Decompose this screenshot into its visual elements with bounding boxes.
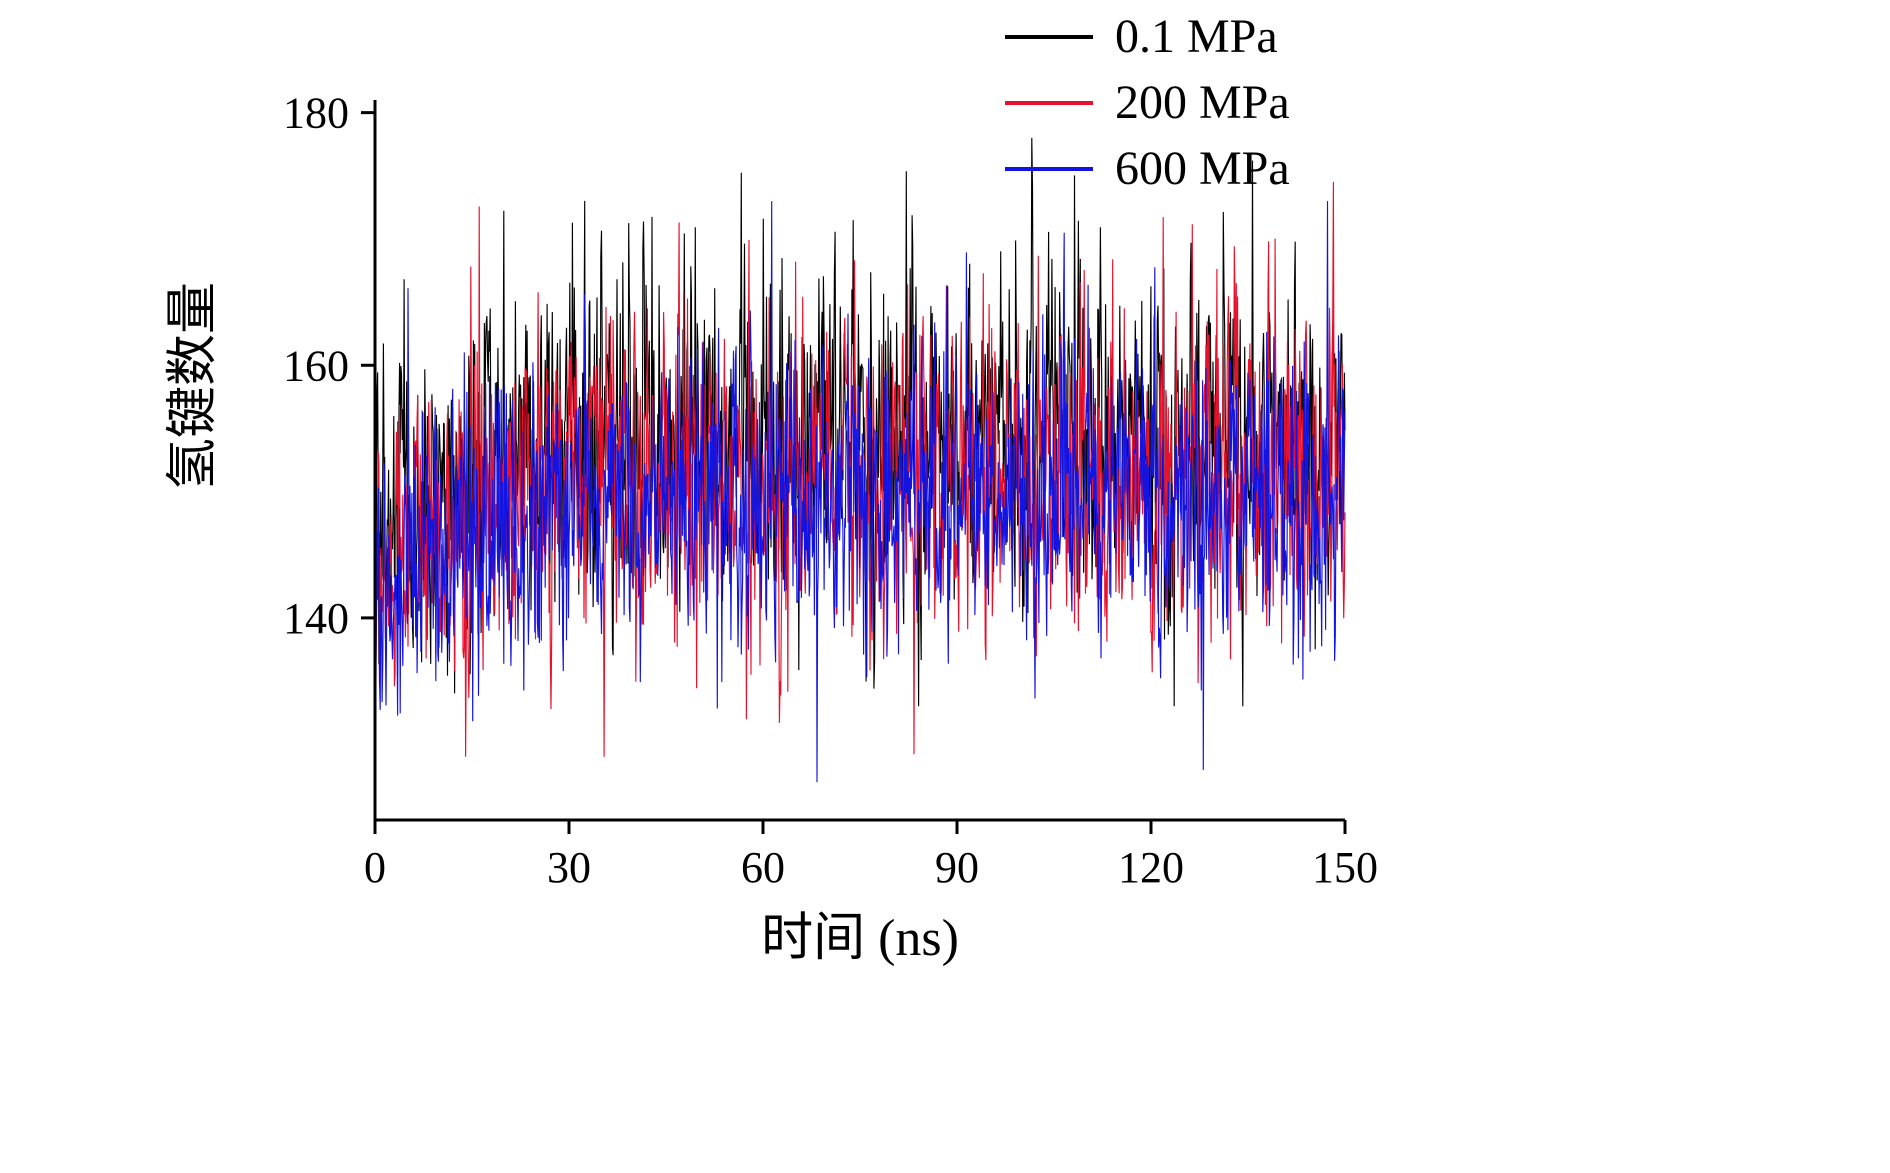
legend-line-swatch-black: [1005, 35, 1093, 39]
y-tick-label: 160: [283, 341, 349, 390]
y-tick-label: 140: [283, 594, 349, 643]
x-tick-label: 60: [741, 843, 785, 892]
x-tick-label: 150: [1312, 843, 1378, 892]
legend: 0.1 MPa 200 MPa 600 MPa: [1005, 6, 1290, 200]
legend-item-600mpa: 600 MPa: [1005, 138, 1290, 200]
series-line-600-mpa: [375, 201, 1346, 783]
legend-line-swatch-blue: [1005, 167, 1093, 171]
legend-label: 600 MPa: [1115, 142, 1290, 195]
x-tick-label: 90: [935, 843, 979, 892]
legend-item-200mpa: 200 MPa: [1005, 72, 1290, 134]
x-tick-label: 30: [547, 843, 591, 892]
legend-line-swatch-red: [1005, 101, 1093, 105]
legend-label: 200 MPa: [1115, 76, 1290, 129]
legend-label: 0.1 MPa: [1115, 10, 1278, 63]
x-tick-label: 0: [364, 843, 386, 892]
x-tick-label: 120: [1118, 843, 1184, 892]
y-axis-title: 氢键数量: [165, 281, 222, 490]
y-tick-label: 180: [283, 89, 349, 138]
x-axis-title: 时间 (ns): [761, 910, 959, 967]
legend-item-0.1mpa: 0.1 MPa: [1005, 6, 1290, 68]
